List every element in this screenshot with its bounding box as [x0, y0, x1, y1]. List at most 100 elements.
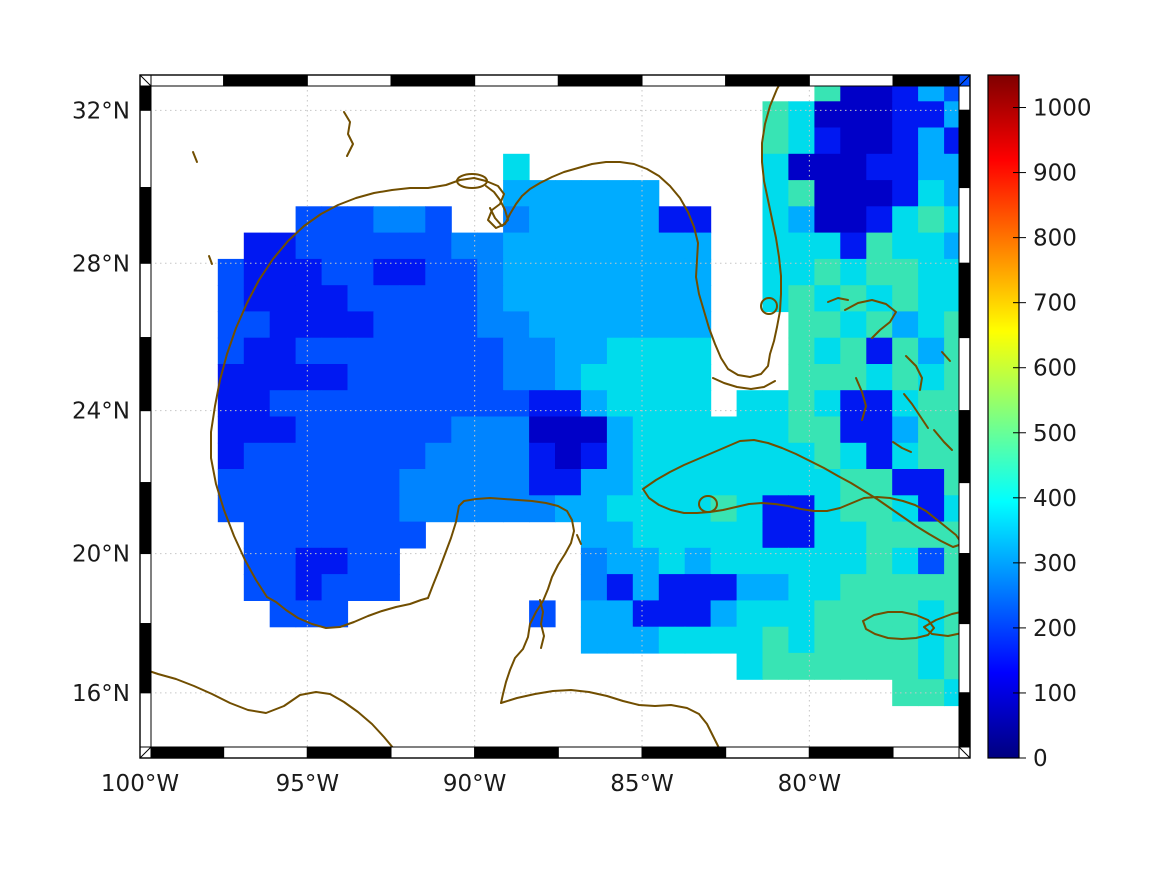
heatmap-cell	[606, 337, 634, 365]
heatmap-cell	[373, 416, 400, 444]
heatmap-cell	[840, 652, 867, 680]
heatmap-cell	[840, 600, 867, 628]
heatmap-cell	[684, 626, 712, 654]
heatmap-cell	[321, 495, 349, 523]
heatmap-cell	[892, 626, 919, 654]
heatmap-cell	[788, 337, 815, 365]
heatmap-cell	[632, 180, 660, 207]
heatmap-cell	[814, 337, 841, 365]
heatmap-cell	[892, 311, 919, 339]
heatmap-cell	[918, 101, 945, 129]
frame-bottom-segment	[390, 746, 476, 759]
coastline-pacific-mexico-coast	[140, 667, 401, 758]
heatmap-cell	[580, 258, 608, 286]
frame-top-segment	[892, 74, 960, 87]
heatmap-cell	[788, 364, 815, 391]
heatmap-cell	[658, 469, 686, 496]
heatmap-cell	[632, 285, 660, 313]
heatmap-cell	[243, 337, 271, 365]
frame-right-segment	[958, 410, 971, 484]
coastline-yucatan-peninsula	[427, 497, 575, 704]
heatmap-cell	[658, 547, 686, 575]
heatmap-cell	[658, 390, 686, 418]
heatmap-cell	[217, 285, 245, 313]
heatmap-cell	[529, 180, 556, 207]
heatmap-cell	[918, 574, 945, 601]
heatmap-cell	[477, 416, 504, 444]
heatmap-cell	[399, 258, 426, 286]
heatmap-cell	[736, 547, 764, 575]
coastline-mississippi-delta	[485, 185, 509, 227]
heatmap-cell	[321, 206, 349, 234]
heatmap-cell	[295, 416, 323, 444]
heatmap-cell	[295, 285, 323, 313]
heatmap-cell	[840, 495, 867, 523]
heatmap-cell	[892, 547, 919, 575]
heatmap-cell	[788, 285, 815, 313]
heatmap-cell	[451, 285, 478, 313]
coastline-bahamas-exuma	[903, 393, 929, 429]
heatmap-cell	[373, 232, 400, 260]
heatmap-cell	[866, 206, 893, 234]
heatmap-cell	[814, 416, 841, 444]
heatmap-cell	[451, 442, 478, 470]
coastline-bahamas-bimini	[827, 297, 849, 303]
heatmap-cell	[840, 521, 867, 549]
heatmap-cell	[632, 574, 660, 601]
coastline-bahamas-cat	[941, 351, 951, 362]
coastline-bahamas-grand-abaco	[844, 299, 897, 339]
heatmap-cell	[606, 390, 634, 418]
heatmap-cell	[347, 285, 374, 313]
heatmap-cell	[762, 600, 789, 628]
heatmap-cell	[580, 311, 608, 339]
heatmap-cell	[269, 285, 297, 313]
heatmap-cell	[762, 469, 789, 496]
coastline-honduras-coast	[500, 689, 724, 758]
heatmap-cell	[580, 547, 608, 575]
coastline-belize-reef	[539, 599, 545, 649]
frame-top-segment	[390, 74, 476, 87]
heatmap-cell	[788, 574, 815, 601]
frame-right-segment	[958, 553, 971, 625]
heatmap-cell	[866, 153, 893, 181]
heatmap-cell	[632, 416, 660, 444]
heatmap-cell	[762, 390, 789, 418]
heatmap-cell	[399, 285, 426, 313]
latitude-tick-label: 24°N	[72, 399, 130, 425]
heatmap-cell	[606, 206, 634, 234]
heatmap-cell	[373, 285, 400, 313]
heatmap-cell	[321, 521, 349, 549]
heatmap-cell	[840, 153, 867, 181]
heatmap-cell	[892, 416, 919, 444]
heatmap-cell	[555, 180, 582, 207]
heatmap-cell	[866, 390, 893, 418]
heatmap-cell	[425, 495, 452, 523]
heatmap-cell	[892, 101, 919, 129]
heatmap-cell	[555, 364, 582, 391]
heatmap-cell	[684, 574, 712, 601]
frame-right-segment	[958, 187, 971, 264]
heatmap-cell	[477, 337, 504, 365]
heatmap-cell	[684, 390, 712, 418]
heatmap-cell	[788, 416, 815, 444]
frame-right-segment	[958, 623, 971, 694]
heatmap-cell	[269, 390, 297, 418]
heatmap-cell	[866, 442, 893, 470]
heatmap-cell	[529, 206, 556, 234]
heatmap-cell	[892, 285, 919, 313]
heatmap-cell	[762, 101, 789, 129]
heatmap-cell	[606, 574, 634, 601]
heatmap-cell	[243, 311, 271, 339]
heatmap-cell	[425, 442, 452, 470]
frame-top-segment	[557, 74, 643, 87]
heatmap-cell	[425, 469, 452, 496]
heatmap-cell	[243, 416, 271, 444]
heatmap-cell	[243, 521, 271, 549]
heatmap-cell	[918, 285, 945, 313]
heatmap-cell	[840, 127, 867, 155]
heatmap-cell	[269, 574, 297, 601]
heatmap-cell	[580, 337, 608, 365]
heatmap-cell	[555, 206, 582, 234]
colorbar-tick-label: 600	[1033, 356, 1077, 382]
heatmap-cell	[840, 364, 867, 391]
